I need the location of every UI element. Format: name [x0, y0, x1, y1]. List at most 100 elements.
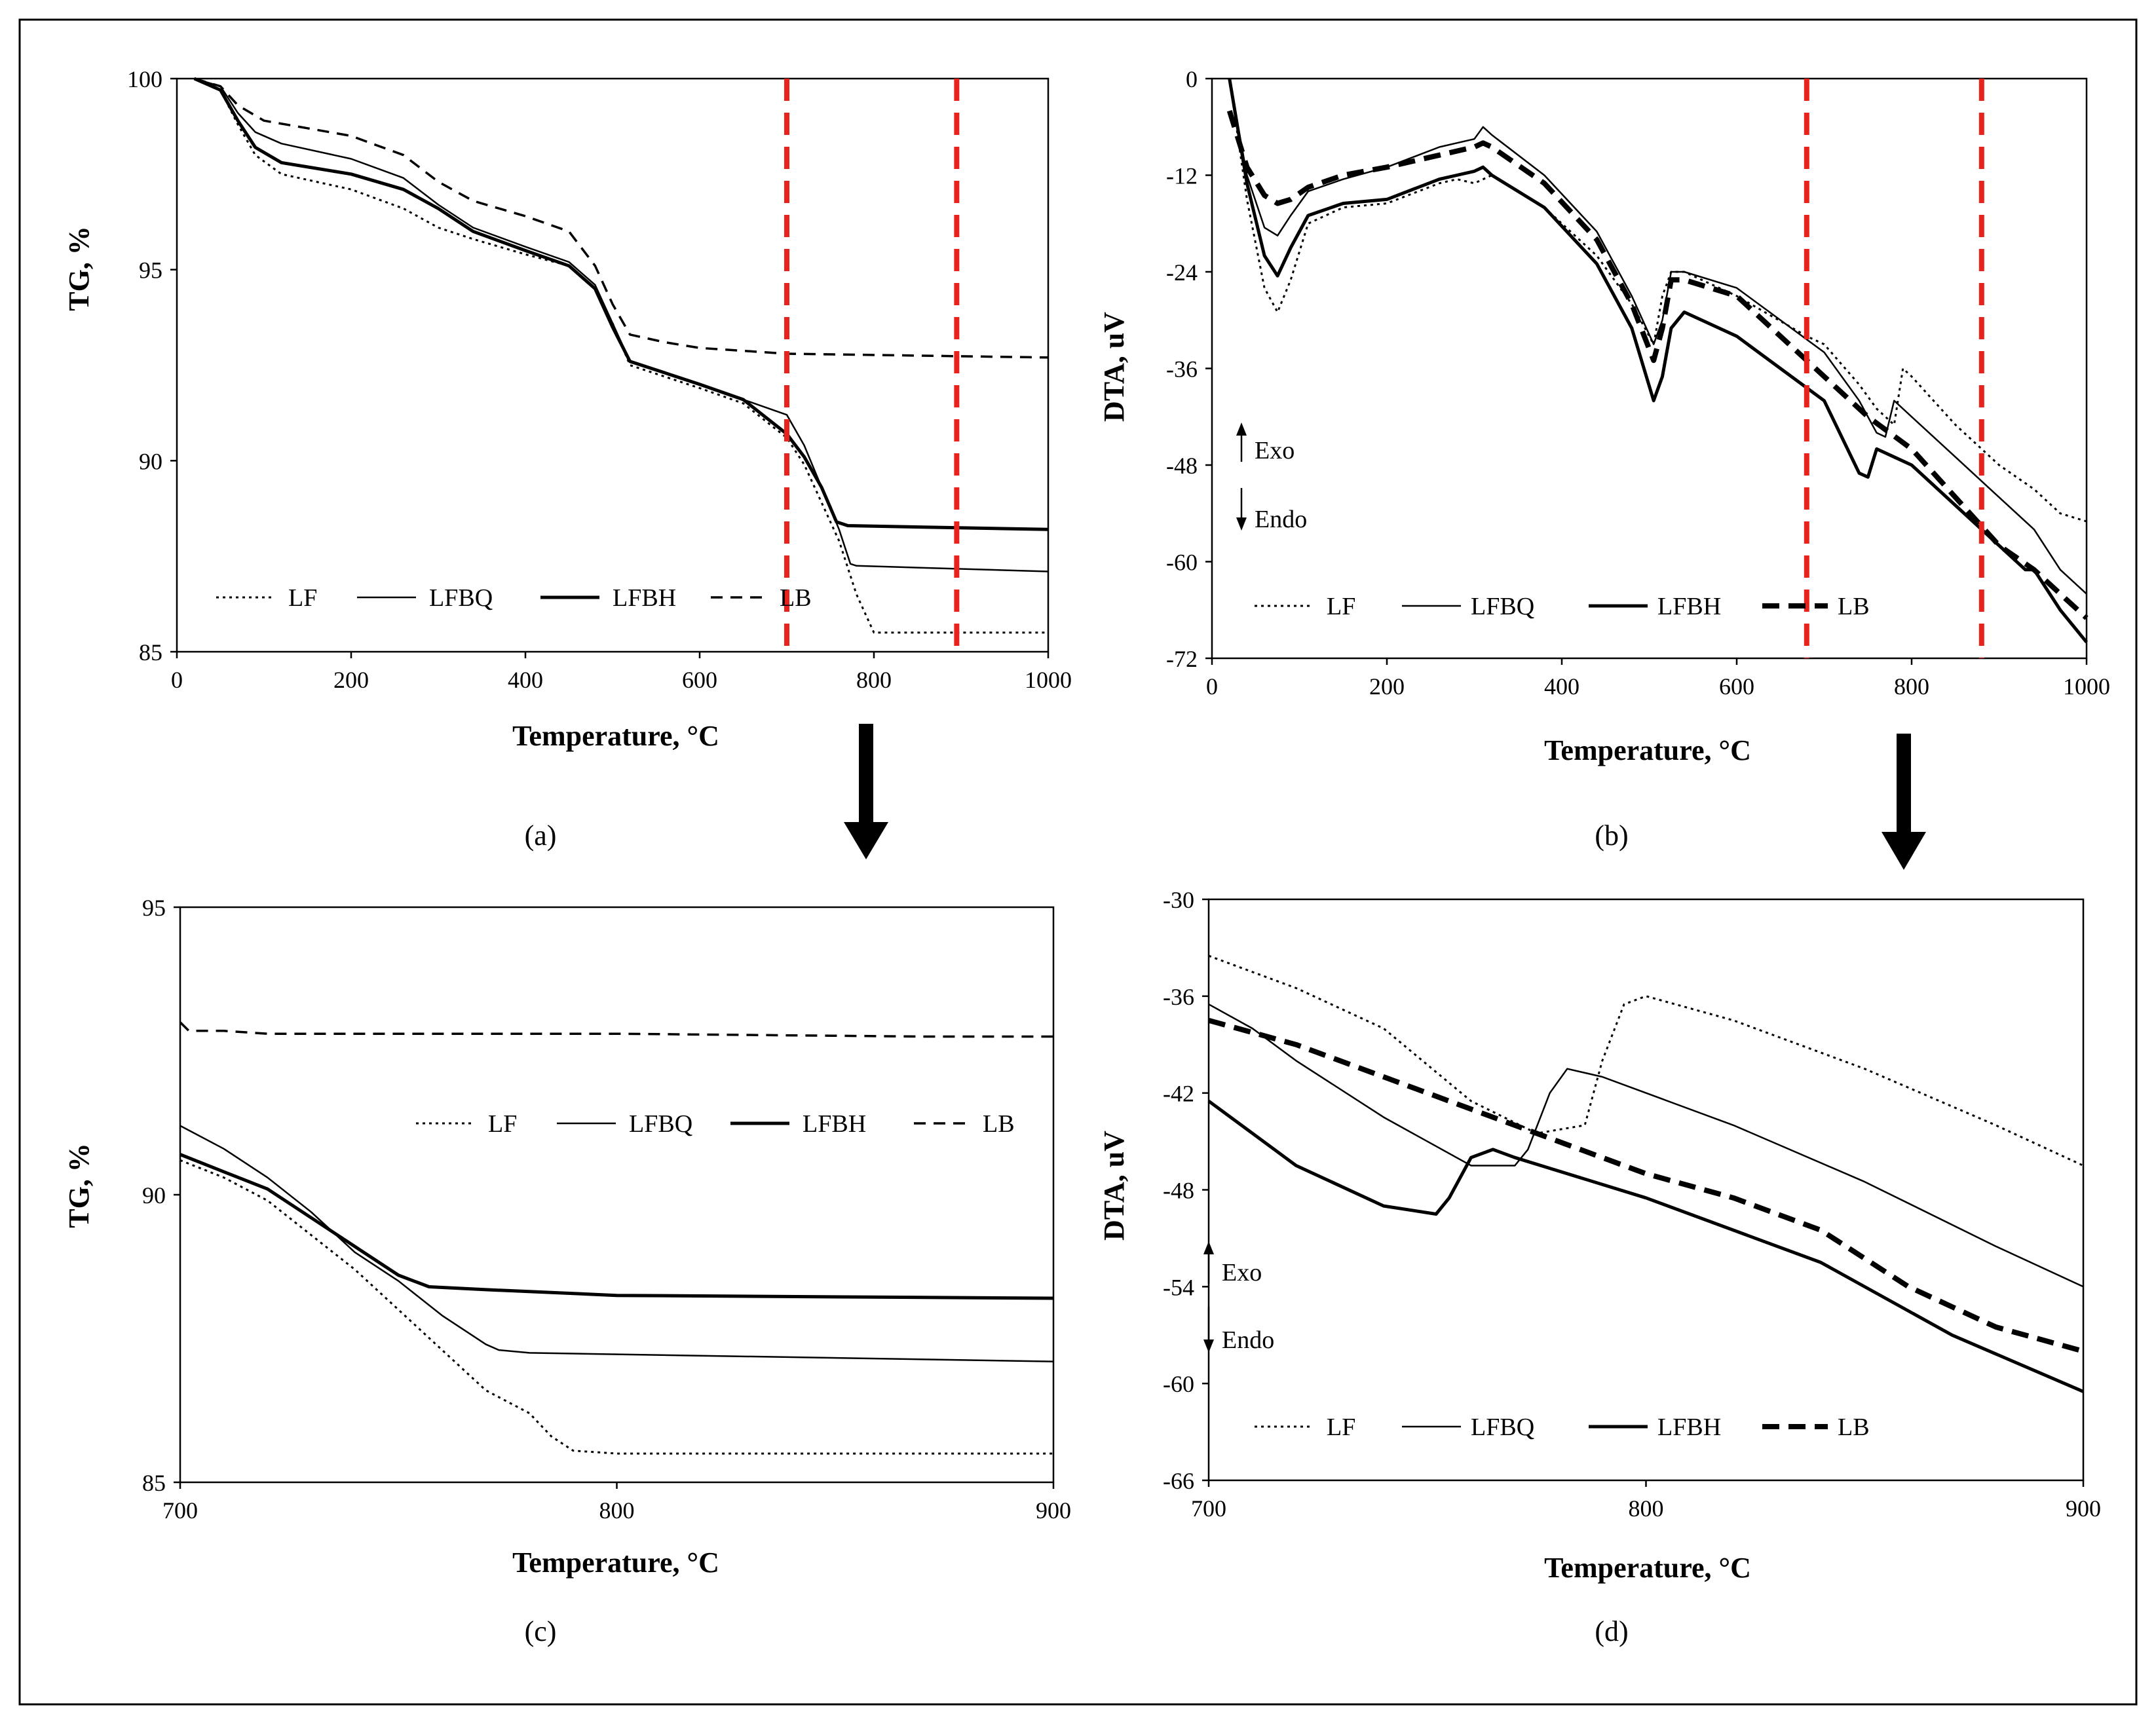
down-arrow-b-to-d-icon [1882, 832, 1926, 870]
panel-b-legend: LF LFBQ LFBH LB [1255, 593, 1870, 620]
y-tick-label: -48 [1166, 453, 1198, 479]
panel-b-plot-area: 0 200 400 600 800 1000 0 -12 -24 -36 -48 -60 -72 [1166, 66, 2110, 700]
panel-a-plot-box [176, 77, 1050, 653]
x-tick-label: 900 [1036, 1497, 1071, 1524]
x-tick-label: 700 [162, 1497, 198, 1524]
panel-a-xlabel: Temperature, °C [512, 720, 719, 752]
x-tick-label: 0 [1206, 673, 1218, 700]
y-tick-label: 95 [139, 257, 162, 284]
panel-b-exo-label: Exo [1255, 437, 1295, 464]
panel-c-plot-box [179, 906, 1055, 1484]
y-tick-label: -24 [1166, 259, 1198, 286]
panel-b-dta-overview: 0 200 400 600 800 1000 0 -12 -24 -36 -48 -60 -72 DTA… [1098, 66, 2110, 852]
x-tick-label: 200 [333, 667, 369, 693]
x-tick-label: 1000 [2063, 673, 2110, 700]
panel-d-plot-box [1207, 898, 2085, 1482]
exo-arrowhead-icon [1203, 1241, 1214, 1254]
figure-frame [18, 18, 2138, 1706]
legend-label-LFBQ: LFBQ [1471, 593, 1534, 620]
legend-label-LFBH: LFBH [803, 1110, 866, 1138]
panel-c-caption: (c) [525, 1615, 557, 1647]
down-arrow-a-to-c-icon [844, 822, 888, 859]
legend-label-LB: LB [1838, 593, 1870, 620]
y-tick-label: -30 [1163, 887, 1194, 913]
x-tick-label: 600 [1719, 673, 1754, 700]
series-line-LB [194, 77, 1049, 359]
legend-label-LF: LF [1327, 1414, 1355, 1441]
panel-d-exo-endo-note: Exo Endo [1203, 1241, 1274, 1354]
panel-d-caption: (d) [1595, 1615, 1628, 1647]
y-tick-label: -66 [1163, 1468, 1194, 1494]
series-line-LFBQ [180, 1125, 1054, 1362]
series-line-LFBH [193, 77, 1049, 531]
panel-a-ylabel: TG, % [63, 226, 95, 311]
series-line-LF [193, 77, 1048, 634]
x-tick-label: 700 [1191, 1495, 1226, 1522]
y-tick-label: 95 [142, 895, 166, 921]
panel-d-ylabel: DTA, uV [1098, 1131, 1130, 1241]
legend-label-LB: LB [983, 1110, 1015, 1138]
legend-label-LB: LB [780, 584, 812, 612]
y-tick-label: -72 [1166, 646, 1198, 672]
x-tick-label: 800 [856, 667, 892, 693]
series-line-LFBQ [1228, 78, 2087, 595]
y-tick-label: 0 [1186, 66, 1198, 92]
y-tick-label: -36 [1166, 356, 1198, 383]
endo-arrowhead-icon [1236, 517, 1247, 531]
x-tick-label: 800 [599, 1497, 635, 1524]
x-tick-label: 400 [1544, 673, 1579, 700]
panel-d-xlabel: Temperature, °C [1544, 1552, 1751, 1584]
x-tick-label: 900 [2066, 1495, 2101, 1522]
panel-d-dta-zoom: 700 800 900 -30 -36 -42 -48 -54 -60 -66 DTA, uV T… [1098, 887, 2101, 1647]
legend-label-LFBH: LFBH [1657, 1414, 1721, 1441]
y-tick-label: -60 [1163, 1371, 1194, 1397]
legend-label-LFBH: LFBH [613, 584, 676, 612]
panel-b-exo-endo-note: Exo Endo [1236, 422, 1307, 533]
legend-label-LB: LB [1838, 1414, 1870, 1441]
panel-a-tg-overview: 0 200 400 600 800 1000 85 90 95 100 TG, % Tempera… [63, 66, 1072, 852]
panel-c-tg-zoom: 700 800 900 85 90 95 TG, % Temperature, °C (c… [63, 895, 1071, 1647]
y-tick-label: 90 [142, 1182, 166, 1209]
panel-a-plot-area: 0 200 400 600 800 1000 85 90 95 100 [127, 66, 1072, 693]
legend-label-LF: LF [1327, 593, 1355, 620]
panel-b-ylabel: DTA, uV [1098, 312, 1130, 422]
series-line-LF [1208, 954, 2084, 1167]
x-tick-label: 1000 [1025, 667, 1072, 693]
legend-label-LFBH: LFBH [1657, 593, 1721, 620]
y-tick-label: -42 [1163, 1081, 1194, 1107]
panel-d-plot-area: 700 800 900 -30 -36 -42 -48 -54 -60 -66 [1163, 887, 2101, 1522]
panel-c-plot-area: 700 800 900 85 90 95 [142, 895, 1071, 1524]
series-line-LFBQ [194, 77, 1049, 572]
panel-d-legend: LF LFBQ LFBH LB [1255, 1414, 1870, 1441]
panel-b-plot-box [1211, 77, 2088, 660]
panel-a-caption: (a) [525, 819, 557, 852]
endo-arrowhead-icon [1203, 1340, 1214, 1353]
x-tick-label: 800 [1629, 1495, 1664, 1522]
panel-b-xlabel: Temperature, °C [1544, 734, 1751, 766]
y-tick-label: 85 [139, 639, 162, 665]
arrow-a-to-c [844, 724, 888, 859]
legend-label-LF: LF [488, 1110, 517, 1138]
x-tick-label: 400 [508, 667, 543, 693]
y-tick-label: -12 [1166, 163, 1198, 189]
down-arrow-b-to-d-shaft [1897, 734, 1911, 835]
series-line-LFBH [1228, 78, 2088, 643]
y-tick-label: -48 [1163, 1178, 1194, 1204]
x-tick-label: 0 [171, 667, 183, 693]
series-line-LFBH [1207, 1099, 2084, 1393]
series-line-LB [1226, 110, 2089, 620]
panel-d-exo-label: Exo [1222, 1259, 1262, 1286]
panel-c-legend: LF LFBQ LFBH LB [416, 1110, 1015, 1138]
legend-label-LF: LF [288, 584, 317, 612]
y-tick-label: -36 [1163, 984, 1194, 1010]
y-tick-label: 85 [142, 1470, 166, 1496]
arrow-b-to-d [1882, 734, 1926, 870]
series-line-LF [1228, 78, 2087, 523]
panel-b-endo-label: Endo [1255, 506, 1307, 533]
y-tick-label: 90 [139, 448, 162, 474]
x-tick-label: 800 [1894, 673, 1929, 700]
y-tick-label: -60 [1166, 550, 1198, 576]
legend-label-LFBQ: LFBQ [1471, 1414, 1534, 1441]
exo-arrowhead-icon [1236, 422, 1247, 436]
